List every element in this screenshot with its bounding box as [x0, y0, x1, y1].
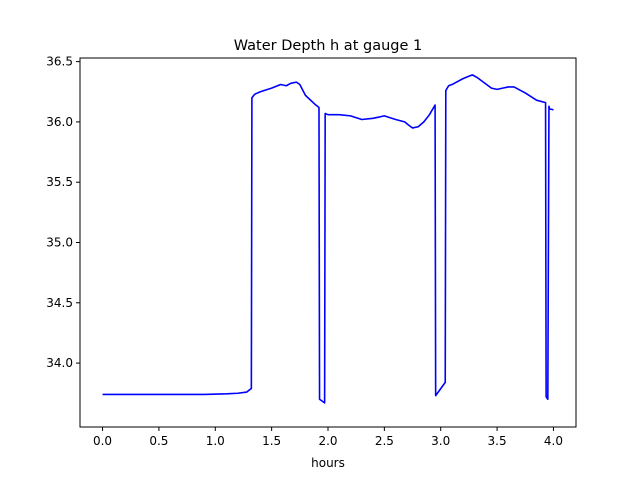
y-tick-label: 35.0 [46, 236, 73, 250]
x-tick-label: 3.0 [431, 434, 450, 448]
chart-title: Water Depth h at gauge 1 [234, 38, 422, 54]
y-tick-label: 34.0 [46, 356, 73, 370]
y-tick-label: 34.5 [46, 296, 73, 310]
y-tick-label: 36.5 [46, 55, 73, 69]
x-tick-label: 2.5 [375, 434, 394, 448]
x-tick-label: 2.0 [318, 434, 337, 448]
x-tick-label: 1.5 [262, 434, 281, 448]
x-tick-label: 1.0 [206, 434, 225, 448]
series-line-1 [102, 74, 554, 404]
x-tick-label: 3.5 [488, 434, 507, 448]
x-axis: 0.0 0.5 1.0 1.5 2.0 2.5 3.0 3.5 4.0 [93, 427, 563, 448]
y-axis: 34.0 34.5 35.0 35.5 36.0 36.5 [46, 55, 80, 370]
x-tick-label: 0.0 [93, 434, 112, 448]
x-tick-label: 4.0 [544, 434, 563, 448]
series-layer [102, 74, 554, 404]
x-tick-label: 0.5 [149, 434, 168, 448]
x-axis-label: hours [311, 456, 345, 470]
y-tick-label: 35.5 [46, 175, 73, 189]
y-tick-label: 36.0 [46, 115, 73, 129]
